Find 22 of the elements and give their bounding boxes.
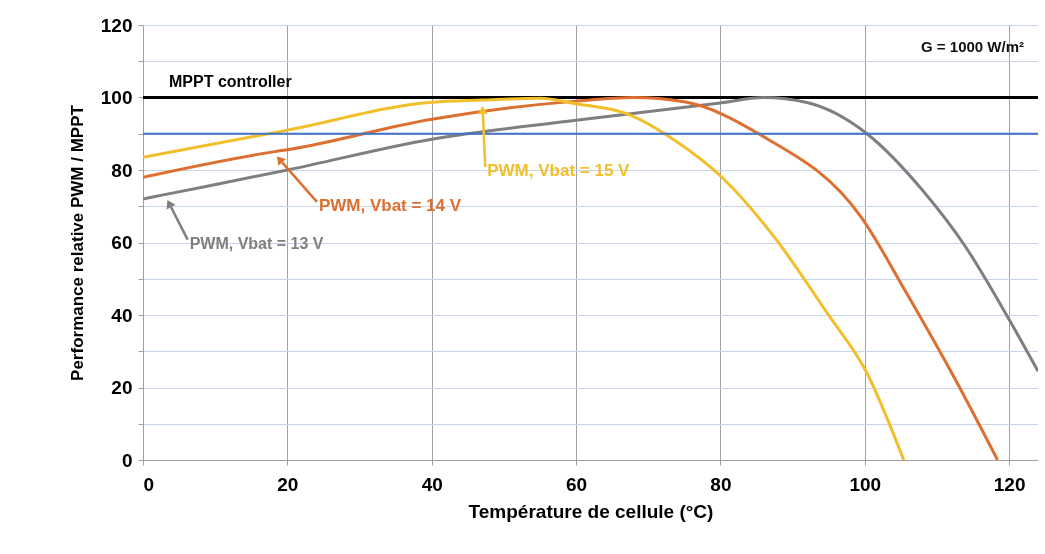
y-tick-label: 80: [111, 159, 133, 181]
line-series: [143, 96, 1038, 373]
text: PWM, Vbat = 14 V: [318, 195, 462, 215]
y-tick-label: 100: [100, 87, 133, 108]
x-tick-label: 80: [710, 473, 732, 495]
x-tick-label: 20: [277, 473, 299, 495]
x-tick-label: 60: [565, 473, 588, 495]
x-tick-label: 0: [143, 473, 155, 495]
x-tick-label: 40: [421, 473, 443, 495]
x-tick-label: 120: [993, 473, 1026, 495]
annotation: G = 1000 W/m²: [921, 38, 1024, 55]
y-tick-label: 60: [111, 232, 133, 253]
text: PWM, Vbat = 15 V: [487, 161, 631, 181]
legend-label: PWM, Vbat = 13 V: [189, 234, 324, 252]
x-tick-label: 100: [849, 473, 882, 495]
x-axis-title: Température de cellule (°C): [468, 500, 714, 522]
y-tick-label: 20: [111, 377, 133, 398]
y-axis-title: Performance relative PWM / MPPT: [67, 104, 87, 381]
y-tick-label: 40: [111, 304, 133, 326]
y-tick-label: 120: [100, 14, 133, 36]
series-label: MPPT controller: [169, 72, 292, 90]
y-tick-label: 0: [121, 449, 133, 471]
